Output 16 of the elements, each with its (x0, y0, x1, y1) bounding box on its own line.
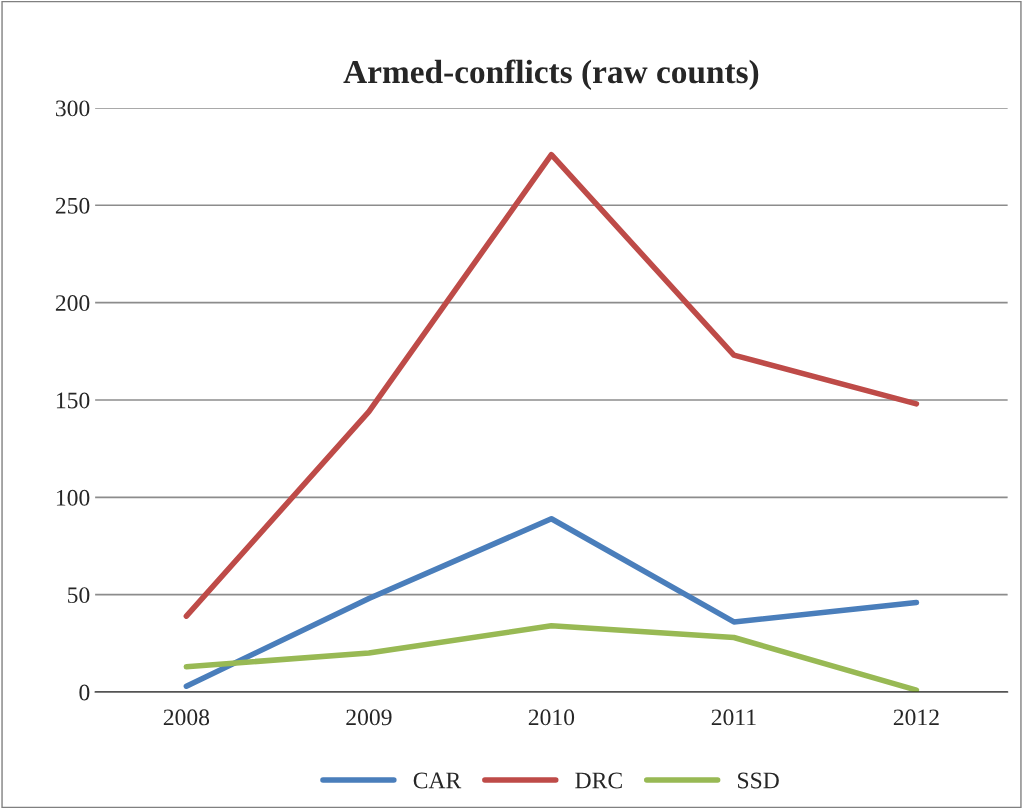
x-tick-label: 2012 (893, 709, 939, 726)
x-tick-label: 2010 (528, 709, 575, 726)
x-tick-label: 2008 (163, 709, 210, 726)
x-tick-label: 2009 (346, 709, 392, 726)
y-tick-label: 50 (68, 587, 90, 604)
chart-title: Armed-conflicts (raw counts) (343, 59, 759, 91)
y-tick-label: 200 (55, 295, 90, 312)
y-tick-label: 0 (79, 684, 90, 701)
y-tick-label: 250 (55, 197, 90, 214)
y-tick-label: 300 (55, 100, 90, 117)
x-tick-label: 2011 (711, 709, 756, 726)
legend-label: SSD (738, 772, 779, 789)
legend-label: CAR (413, 772, 462, 789)
y-tick-label: 150 (56, 392, 90, 409)
y-tick-label: 100 (56, 489, 90, 506)
legend-label: DRC (575, 772, 622, 789)
